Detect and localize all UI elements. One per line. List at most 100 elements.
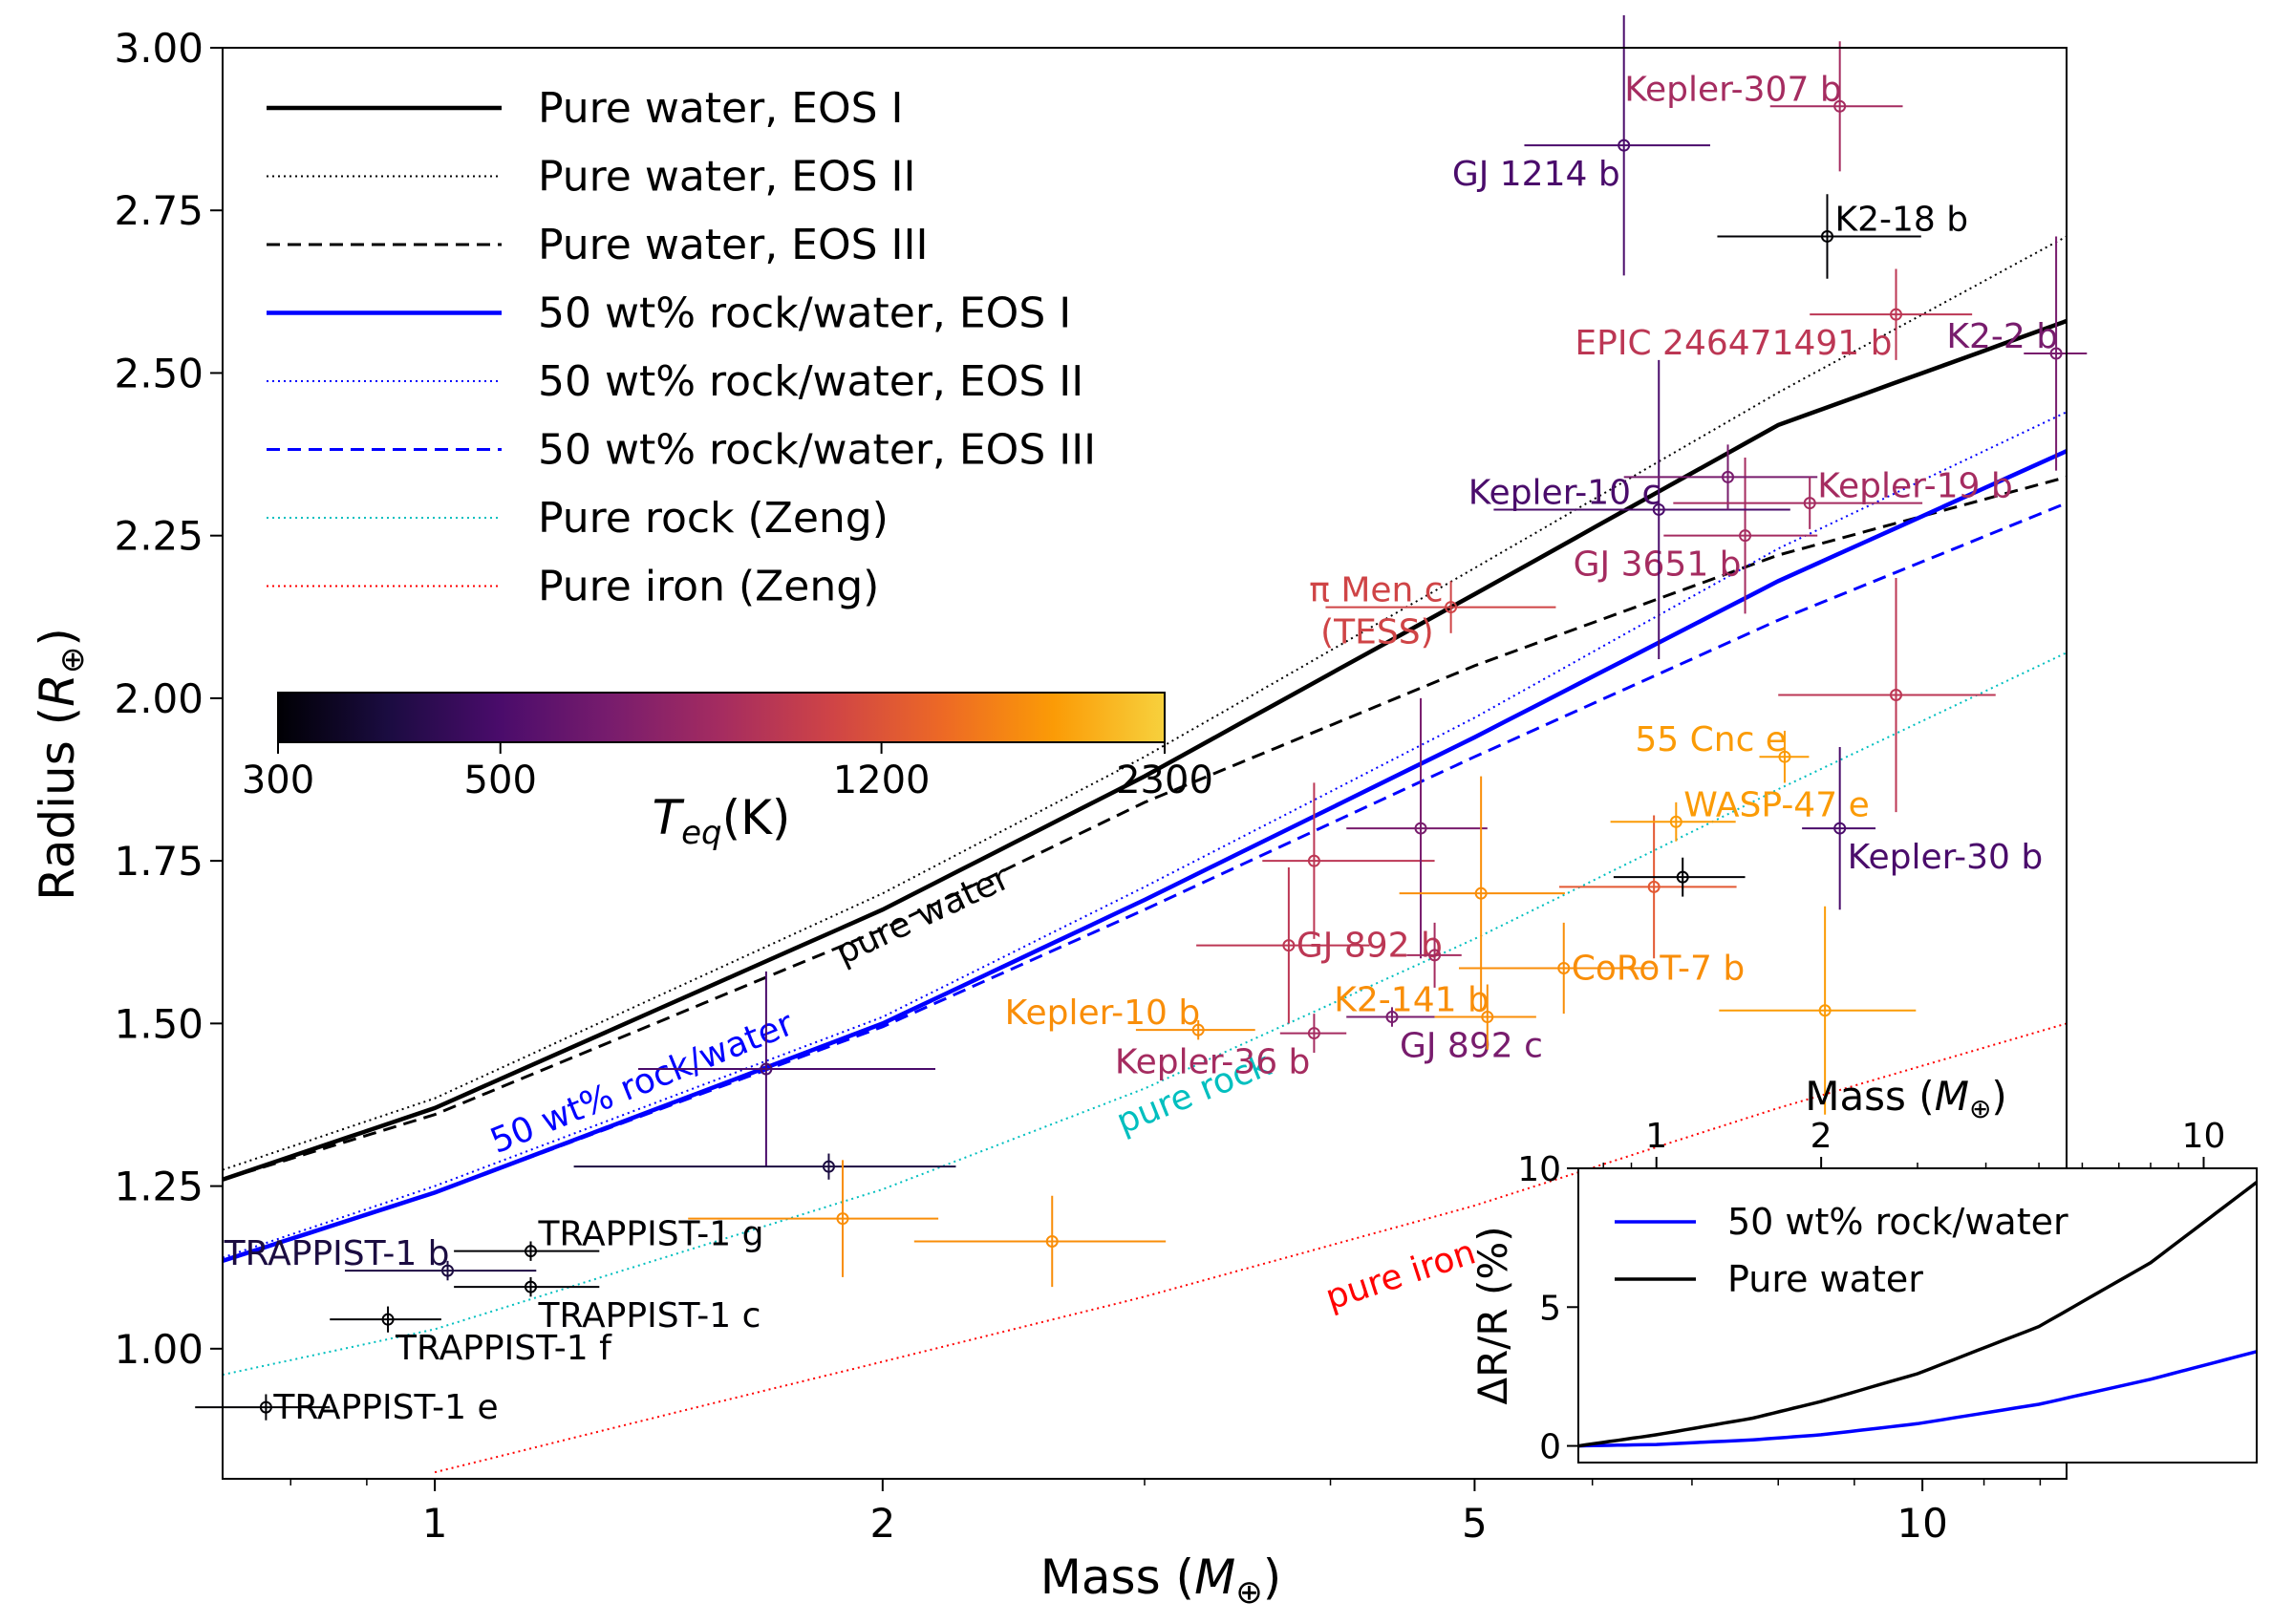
planet-18: π Men c(TESS) bbox=[1309, 571, 1556, 652]
inset-y-axis-ticks: 0 5 10 bbox=[1517, 1150, 1578, 1467]
inset-curve-0 bbox=[1578, 1350, 2257, 1448]
planet-marker bbox=[1428, 949, 1442, 962]
colorbar-label-subscript: eq bbox=[681, 814, 722, 852]
planet-label: GJ 892 b bbox=[1297, 927, 1443, 966]
planet-label: TRAPPIST-1 e bbox=[272, 1388, 498, 1427]
planet-11 bbox=[1262, 782, 1435, 939]
inset-legend: 50 wt% rock/water Pure water bbox=[1615, 1201, 2068, 1300]
planet-19: CoRoT-7 b bbox=[1458, 922, 1745, 1015]
planet-17: K2-141 b bbox=[1334, 981, 1536, 1050]
x-axis-label-main: Mass ( bbox=[1040, 1549, 1194, 1605]
planet-label: Kepler-307 b bbox=[1624, 70, 1841, 109]
planet-marker bbox=[381, 1313, 395, 1326]
y-tick-label: 1.00 bbox=[114, 1326, 204, 1373]
planet-marker bbox=[822, 1160, 835, 1173]
x-axis-label-symbol: M bbox=[1194, 1549, 1235, 1605]
planet-points: TRAPPIST-1 e TRAPPIST-1 f TRAPPIST-1 b TRAP… bbox=[195, 14, 2088, 1427]
planet-label-line2: (TESS) bbox=[1320, 613, 1434, 652]
planet-26 bbox=[1778, 577, 1996, 813]
planet-label: EPIC 246471491 b bbox=[1575, 324, 1892, 363]
planet-20 bbox=[1559, 815, 1737, 959]
inset-x-tick-label: 10 bbox=[2182, 1117, 2226, 1156]
inset-x-axis-label-close: ) bbox=[1991, 1073, 2006, 1120]
planet-marker bbox=[1722, 470, 1735, 483]
colorbar-gradient bbox=[277, 692, 1166, 743]
colorbar-label-symbol: T bbox=[653, 790, 685, 845]
model-curve-4 bbox=[223, 411, 2067, 1259]
legend: Pure water, EOS I Pure water, EOS II Pure … bbox=[267, 84, 1096, 611]
inset-y-tick-label: 10 bbox=[1517, 1150, 1561, 1189]
planet-marker bbox=[1833, 99, 1847, 113]
planet-8 bbox=[913, 1195, 1167, 1288]
planet-marker bbox=[1557, 961, 1571, 974]
y-axis-label-symbol: R bbox=[30, 673, 85, 707]
y-tick-label: 1.50 bbox=[114, 1000, 204, 1047]
planet-25: Kepler-30 b bbox=[1802, 746, 2043, 910]
inset-x-axis-label-subscript: ⊕ bbox=[1969, 1093, 1991, 1124]
planet-label: TRAPPIST-1 f bbox=[395, 1329, 612, 1368]
planet-27: GJ 3651 b bbox=[1574, 457, 1818, 614]
planet-3: TRAPPIST-1 g bbox=[454, 1215, 763, 1261]
planet-label: TRAPPIST-1 b bbox=[224, 1234, 450, 1273]
colorbar-tick-label: 1200 bbox=[833, 759, 931, 802]
inset-x-tick-label: 1 bbox=[1645, 1117, 1667, 1156]
inset-curves bbox=[1578, 1181, 2257, 1448]
planet-marker bbox=[1803, 497, 1816, 510]
planet-marker bbox=[1676, 870, 1689, 884]
planet-marker bbox=[1778, 750, 1791, 763]
planet-7 bbox=[688, 1160, 939, 1277]
planet-13: GJ 892 c bbox=[1346, 1007, 1543, 1066]
colorbar-ticks: 300 500 1200 2300 bbox=[242, 742, 1213, 802]
legend-label-3: 50 wt% rock/water, EOS I bbox=[538, 289, 1071, 338]
planet-marker bbox=[1282, 939, 1296, 952]
legend-label-1: Pure water, EOS II bbox=[538, 153, 915, 202]
y-tick-label: 2.00 bbox=[114, 675, 204, 722]
planet-marker bbox=[1739, 529, 1752, 543]
planet-32: Kepler-307 b bbox=[1624, 41, 1903, 172]
planet-label: Kepler-36 b bbox=[1115, 1043, 1311, 1082]
planet-marker bbox=[1045, 1234, 1059, 1248]
y-axis-label: Radius (R⊕) bbox=[30, 628, 92, 901]
planet-21 bbox=[1613, 857, 1746, 897]
inset-x-axis-ticks: 1 2 10 bbox=[1602, 1117, 2226, 1168]
planet-marker bbox=[441, 1264, 455, 1277]
planet-label: K2-2 b bbox=[1946, 317, 2058, 356]
planet-30: Kepler-19 b bbox=[1673, 467, 2013, 529]
planet-10: Kepler-36 b bbox=[1115, 1014, 1347, 1082]
planet-label: GJ 1214 b bbox=[1452, 155, 1620, 194]
y-tick-label: 1.25 bbox=[114, 1164, 204, 1210]
planet-9: Kepler-10 b bbox=[1005, 994, 1255, 1040]
planet-marker bbox=[1647, 880, 1661, 893]
planet-marker bbox=[1820, 229, 1833, 243]
planet-marker bbox=[1474, 887, 1488, 900]
inset-x-axis-label-main: Mass ( bbox=[1805, 1073, 1934, 1120]
colorbar-label: Teq(K) bbox=[653, 790, 791, 852]
colorbar-tick-label: 2300 bbox=[1116, 759, 1213, 802]
x-tick-label: 1 bbox=[422, 1500, 448, 1547]
planet-label: CoRoT-7 b bbox=[1572, 949, 1745, 988]
legend-label-7: Pure iron (Zeng) bbox=[538, 563, 879, 611]
inset-y-tick-label: 5 bbox=[1539, 1289, 1561, 1328]
x-axis-ticks: 1 2 5 10 bbox=[289, 1479, 2042, 1547]
planet-15 bbox=[1406, 922, 1462, 988]
planet-marker bbox=[524, 1280, 537, 1293]
inset-plot: 1 2 10 0 5 10 50 wt% rock/water Pure water Ma… bbox=[1469, 1073, 2258, 1467]
planet-label: TRAPPIST-1 g bbox=[537, 1215, 763, 1254]
inset-legend-label-0: 50 wt% rock/water bbox=[1727, 1201, 2068, 1243]
inset-x-axis-label: Mass (M⊕) bbox=[1805, 1073, 2007, 1124]
planet-label: TRAPPIST-1 c bbox=[537, 1296, 761, 1336]
y-tick-label: 1.75 bbox=[114, 838, 204, 885]
y-tick-label: 2.50 bbox=[114, 350, 204, 396]
y-tick-label: 2.75 bbox=[114, 187, 204, 234]
planet-marker bbox=[2049, 347, 2063, 360]
planet-31: K2-18 b bbox=[1717, 194, 1968, 279]
x-axis-label: Mass (M⊕) bbox=[1040, 1549, 1281, 1612]
x-axis-label-close: ) bbox=[1263, 1549, 1282, 1605]
inset-x-tick-label: 2 bbox=[1811, 1117, 1832, 1156]
x-axis-label-subscript: ⊕ bbox=[1235, 1573, 1263, 1612]
planet-16 bbox=[1399, 776, 1565, 1011]
planet-marker bbox=[524, 1245, 537, 1258]
planet-29 bbox=[1623, 444, 1818, 510]
planet-1: TRAPPIST-1 f bbox=[330, 1306, 612, 1368]
